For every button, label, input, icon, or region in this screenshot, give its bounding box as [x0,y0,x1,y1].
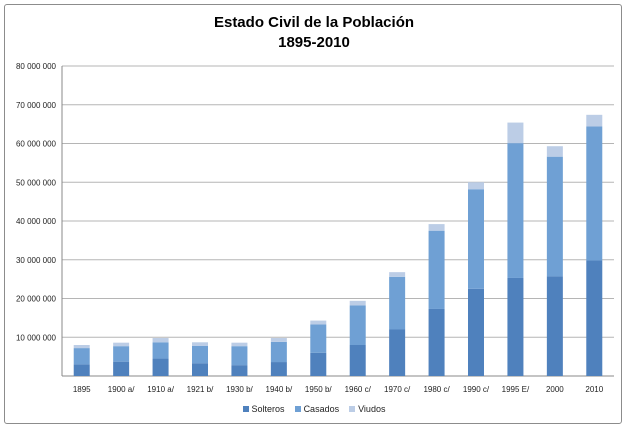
x-tick-label: 1910 a/ [147,385,174,394]
x-tick-label: 1895 [73,385,91,394]
bar-casados [507,143,524,278]
bar-casados [152,342,169,359]
legend-item-casados: Casados [294,404,340,414]
bar-solteros [231,365,248,376]
bar-viudos [468,182,484,190]
chart-legend: Solteros Casados Viudos [0,404,628,414]
bar-viudos [152,338,169,343]
x-tick-label: 1990 c/ [463,385,490,394]
bar-casados [270,341,287,363]
bar-viudos [73,345,90,349]
bar-casados [113,346,130,362]
bar-viudos [349,300,366,306]
chart-subtitle: 1895-2010 [278,34,350,51]
bar-casados [546,156,563,277]
bar-viudos [586,114,603,127]
bar-solteros [310,352,327,376]
bar-viudos [546,146,563,157]
bar-viudos [113,342,130,347]
bar-viudos [192,342,208,346]
bar-casados [468,189,484,289]
bar-solteros [192,363,208,376]
legend-swatch-viudos [349,406,356,412]
x-tick-label: 1921 b/ [187,385,214,394]
bar-casados [428,230,445,309]
bar-casados [310,324,327,353]
x-tick-label: 1950 b/ [305,385,332,394]
x-tick-label: 1995 E/ [502,385,530,394]
y-tick-label: 70 000 000 [16,101,57,110]
x-tick-label: 1900 a/ [108,385,135,394]
bar-viudos [310,320,327,325]
bar-solteros [546,276,563,376]
y-tick-label: 20 000 000 [16,295,57,304]
bar-casados [192,345,208,364]
bar-viudos [389,272,406,277]
bar-casados [349,305,366,345]
bar-solteros [507,277,524,376]
legend-swatch-casados [294,406,301,412]
x-tick-label: 1940 b/ [266,385,293,394]
bar-casados [389,276,406,330]
bar-solteros [389,329,406,376]
bar-viudos [428,224,445,231]
y-tick-label: 40 000 000 [16,217,57,226]
bar-solteros [349,345,366,376]
bar-viudos [270,338,287,342]
x-tick-label: 2010 [585,385,603,394]
x-tick-label: 1970 c/ [384,385,411,394]
bar-solteros [428,308,445,376]
bar-solteros [270,362,287,376]
x-tick-label: 1960 c/ [345,385,372,394]
legend-label-casados: Casados [303,404,340,414]
bar-solteros [586,260,603,376]
bar-casados [586,126,603,261]
y-tick-label: 50 000 000 [16,178,57,187]
y-tick-label: 10 000 000 [16,333,57,342]
legend-label-solteros: Solteros [251,404,285,414]
legend-label-viudos: Viudos [358,404,386,414]
bar-viudos [507,122,524,144]
bar-casados [73,348,90,365]
x-tick-label: 2000 [546,385,564,394]
y-tick-label: 60 000 000 [16,140,57,149]
legend-item-viudos: Viudos [349,404,385,414]
bar-solteros [152,358,169,376]
y-tick-label: 30 000 000 [16,256,57,265]
x-tick-label: 1980 c/ [423,385,450,394]
y-tick-label: 80 000 000 [16,62,57,71]
legend-item-solteros: Solteros [242,404,285,414]
legend-swatch-solteros [242,406,249,412]
bar-solteros [73,364,90,376]
bar-casados [231,346,248,366]
bar-viudos [231,342,248,347]
chart-title: Estado Civil de la Población [213,14,415,31]
bar-solteros [468,288,484,376]
bar-solteros [113,361,130,376]
x-tick-label: 1930 b/ [226,385,253,394]
